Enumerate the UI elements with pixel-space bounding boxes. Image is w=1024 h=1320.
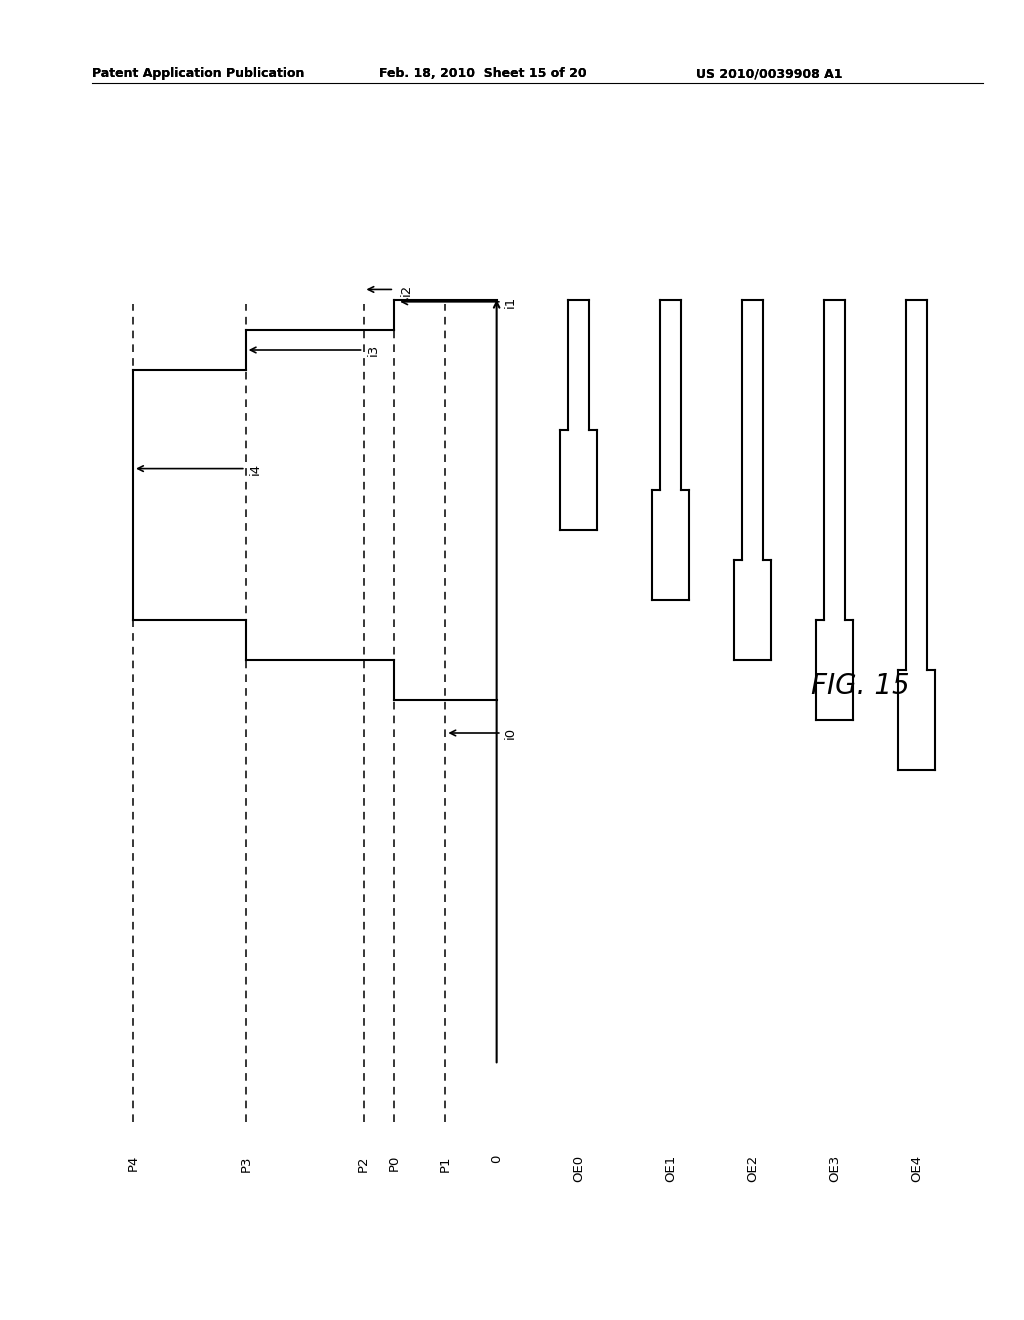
Text: Patent Application Publication: Patent Application Publication (92, 67, 304, 81)
Text: OE4: OE4 (910, 1155, 923, 1183)
Text: P0: P0 (388, 1155, 400, 1171)
Text: i4: i4 (249, 462, 262, 475)
Text: i1: i1 (504, 296, 517, 308)
Text: Feb. 18, 2010  Sheet 15 of 20: Feb. 18, 2010 Sheet 15 of 20 (379, 67, 587, 81)
Text: P3: P3 (240, 1155, 252, 1172)
Text: OE0: OE0 (572, 1155, 585, 1183)
Text: US 2010/0039908 A1: US 2010/0039908 A1 (696, 67, 843, 81)
Text: US 2010/0039908 A1: US 2010/0039908 A1 (696, 67, 843, 81)
Text: Feb. 18, 2010  Sheet 15 of 20: Feb. 18, 2010 Sheet 15 of 20 (379, 67, 587, 81)
Text: OE3: OE3 (828, 1155, 841, 1183)
Text: OE1: OE1 (665, 1155, 677, 1183)
Text: Patent Application Publication: Patent Application Publication (92, 67, 304, 81)
Text: FIG. 15: FIG. 15 (811, 672, 909, 701)
Text: OE2: OE2 (746, 1155, 759, 1183)
Text: i2: i2 (399, 284, 413, 296)
Text: i0: i0 (504, 727, 517, 739)
Text: P2: P2 (357, 1155, 370, 1172)
Text: 0: 0 (490, 1155, 503, 1163)
Text: P4: P4 (127, 1155, 139, 1171)
Text: P1: P1 (439, 1155, 452, 1172)
Text: i3: i3 (367, 345, 380, 356)
